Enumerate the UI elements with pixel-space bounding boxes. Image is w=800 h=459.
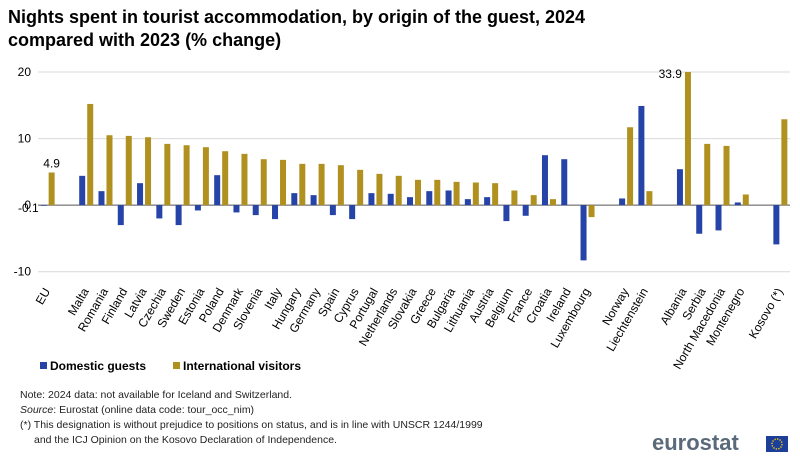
bar bbox=[723, 145, 730, 206]
bar bbox=[742, 194, 749, 206]
bar bbox=[125, 135, 132, 206]
bar bbox=[511, 190, 518, 206]
bar bbox=[464, 199, 471, 206]
bar bbox=[137, 183, 144, 206]
bar bbox=[175, 205, 182, 226]
legend-label: International visitors bbox=[183, 359, 301, 373]
footnote: (*) This designation is without prejudic… bbox=[20, 419, 483, 431]
bar bbox=[492, 183, 499, 206]
value-label: 33.9 bbox=[659, 67, 683, 81]
bar bbox=[202, 147, 209, 206]
bar bbox=[79, 175, 86, 206]
legend-swatch bbox=[173, 362, 180, 369]
bar bbox=[395, 175, 402, 206]
bar bbox=[376, 173, 383, 206]
y-tick-label: -10 bbox=[14, 265, 32, 279]
bar bbox=[291, 193, 298, 206]
y-tick-label: 10 bbox=[18, 132, 32, 146]
bar bbox=[329, 205, 336, 216]
bar bbox=[164, 143, 171, 206]
bar bbox=[522, 205, 529, 216]
bar bbox=[349, 205, 356, 220]
bar bbox=[684, 72, 691, 206]
bar bbox=[194, 205, 201, 211]
bar bbox=[233, 205, 240, 213]
bar bbox=[387, 193, 394, 206]
bar bbox=[214, 175, 221, 206]
bar bbox=[588, 205, 595, 218]
bar bbox=[98, 191, 105, 206]
bar bbox=[445, 190, 452, 206]
bar bbox=[368, 193, 375, 206]
bar bbox=[696, 205, 703, 234]
source-text: : Eurostat (online data code: tour_occ_n… bbox=[53, 404, 255, 416]
bar bbox=[549, 199, 556, 206]
bar bbox=[781, 119, 788, 206]
bar bbox=[87, 103, 94, 206]
bar bbox=[734, 202, 741, 206]
bar bbox=[541, 155, 548, 206]
bar bbox=[619, 198, 626, 206]
logo: eurostat bbox=[652, 430, 739, 455]
x-tick-label: Kosovo (*) bbox=[746, 286, 786, 342]
y-tick-label: 0 bbox=[24, 198, 31, 212]
bar bbox=[715, 205, 722, 231]
bar bbox=[472, 182, 479, 206]
bar bbox=[704, 143, 711, 206]
bar bbox=[260, 159, 267, 206]
legend-label: Domestic guests bbox=[50, 359, 146, 373]
bar bbox=[415, 179, 421, 206]
bar bbox=[773, 205, 780, 245]
source-label: Source bbox=[20, 404, 54, 416]
bar bbox=[252, 205, 259, 216]
bar bbox=[310, 195, 317, 206]
bar bbox=[156, 205, 163, 219]
bar bbox=[580, 205, 587, 261]
bar bbox=[676, 169, 683, 206]
bar bbox=[48, 172, 55, 206]
value-label: -0.1 bbox=[18, 201, 39, 215]
bar bbox=[638, 105, 645, 206]
legend-swatch bbox=[40, 362, 47, 369]
bar bbox=[117, 205, 124, 226]
bar bbox=[503, 205, 510, 222]
x-tick-label: EU bbox=[33, 286, 53, 307]
bar bbox=[434, 179, 441, 206]
bar bbox=[627, 127, 634, 206]
chart-title: Nights spent in tourist accommodation, b… bbox=[8, 7, 586, 50]
bar bbox=[318, 163, 325, 206]
y-tick-label: 20 bbox=[18, 65, 32, 79]
bar bbox=[272, 205, 279, 220]
bar bbox=[426, 191, 433, 206]
bar bbox=[183, 145, 190, 206]
bar bbox=[407, 197, 413, 206]
plot-area bbox=[40, 72, 788, 261]
bar bbox=[337, 165, 344, 206]
bar bbox=[299, 163, 306, 206]
bar bbox=[453, 181, 460, 206]
bar bbox=[106, 135, 113, 206]
value-label: 4.9 bbox=[43, 157, 60, 171]
bar bbox=[145, 137, 152, 206]
bar bbox=[241, 153, 248, 206]
eu-flag bbox=[766, 436, 788, 452]
bar bbox=[222, 151, 229, 206]
source: Source: Eurostat (online data code: tour… bbox=[20, 404, 254, 416]
bar bbox=[530, 195, 537, 206]
bar bbox=[484, 197, 491, 206]
bar bbox=[40, 205, 47, 206]
footnote: and the ICJ Opinion on the Kosovo Declar… bbox=[34, 434, 337, 446]
note: Note: 2024 data: not available for Icela… bbox=[20, 389, 293, 401]
bar bbox=[561, 159, 568, 206]
bar bbox=[357, 169, 364, 206]
bar bbox=[280, 159, 287, 206]
bar bbox=[646, 191, 653, 206]
